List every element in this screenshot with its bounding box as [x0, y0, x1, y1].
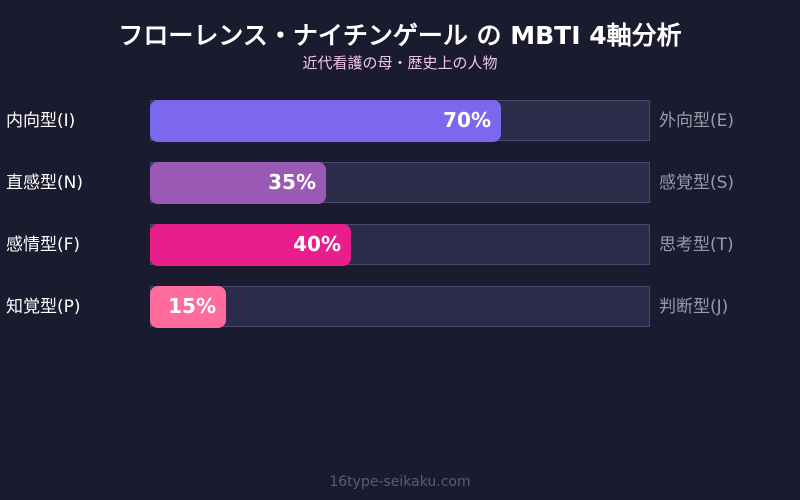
left-trait-label: 内向型(I)	[6, 111, 76, 131]
axis-row-pj: 知覚型(P) 15% 判断型(J)	[0, 286, 800, 328]
axis-row-ft: 感情型(F) 40% 思考型(T)	[0, 224, 800, 266]
bar-fill: 70%	[150, 100, 501, 142]
axis-row-ns: 直感型(N) 35% 感覚型(S)	[0, 162, 800, 204]
right-trait-label: 思考型(T)	[659, 235, 734, 255]
chart-subtitle: 近代看護の母・歴史上の人物	[302, 54, 498, 72]
percent-label: 70%	[443, 108, 491, 132]
right-trait-label: 外向型(E)	[659, 111, 735, 131]
left-trait-label: 感情型(F)	[6, 235, 81, 255]
axis-row-ie: 内向型(I) 70% 外向型(E)	[0, 100, 800, 142]
percent-label: 40%	[293, 232, 341, 256]
right-trait-label: 感覚型(S)	[659, 173, 735, 193]
percent-label: 35%	[268, 170, 316, 194]
bar-fill: 15%	[150, 286, 226, 328]
bar-fill: 35%	[150, 162, 326, 204]
left-trait-label: 直感型(N)	[6, 173, 83, 193]
chart-title: フローレンス・ナイチンゲール の MBTI 4軸分析	[118, 21, 682, 50]
footer-site-link: 16type-seikaku.com	[329, 474, 471, 490]
left-trait-label: 知覚型(P)	[6, 297, 81, 317]
bar-track	[150, 286, 650, 327]
right-trait-label: 判断型(J)	[659, 297, 729, 317]
percent-label: 15%	[168, 294, 216, 318]
bar-fill: 40%	[150, 224, 351, 266]
